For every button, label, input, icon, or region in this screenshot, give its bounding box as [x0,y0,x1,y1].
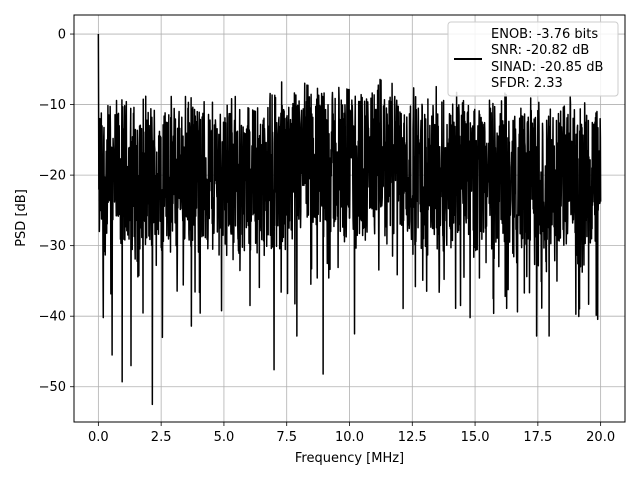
psd-series-line [97,34,602,406]
x-tick-label: 5.0 [214,430,235,445]
legend-entry-sfdr: SFDR: 2.33 [491,76,563,91]
x-tick-label: 2.5 [151,430,172,445]
x-tick-label: 15.0 [461,430,490,445]
x-tick-label: 17.5 [523,430,552,445]
y-tick-label: −10 [39,98,66,113]
legend-entry-snr: SNR: -20.82 dB [491,43,589,58]
y-tick-label: 0 [58,28,66,43]
legend: ENOB: -3.76 bits SNR: -20.82 dB SINAD: -… [447,21,619,97]
y-tick-label: −30 [39,239,66,254]
x-axis-ticks: 0.0 2.5 5.0 7.5 10.0 12.5 15.0 17.5 20.0 [88,422,615,445]
y-axis-label: PSD [dB] [14,189,29,247]
x-tick-label: 0.0 [88,430,109,445]
plot-area [97,34,602,406]
legend-entry-sinad: SINAD: -20.85 dB [491,60,603,75]
y-tick-label: −20 [39,169,66,184]
y-axis-ticks: 0 −10 −20 −30 −40 −50 [39,28,74,395]
x-tick-label: 10.0 [335,430,364,445]
x-axis-label: Frequency [MHz] [295,451,404,466]
y-tick-label: −40 [39,310,66,325]
x-tick-label: 12.5 [398,430,427,445]
legend-entry-enob: ENOB: -3.76 bits [491,27,598,42]
legend-box [447,21,619,97]
x-tick-label: 20.0 [586,430,615,445]
x-tick-label: 7.5 [276,430,297,445]
y-tick-label: −50 [39,380,66,395]
